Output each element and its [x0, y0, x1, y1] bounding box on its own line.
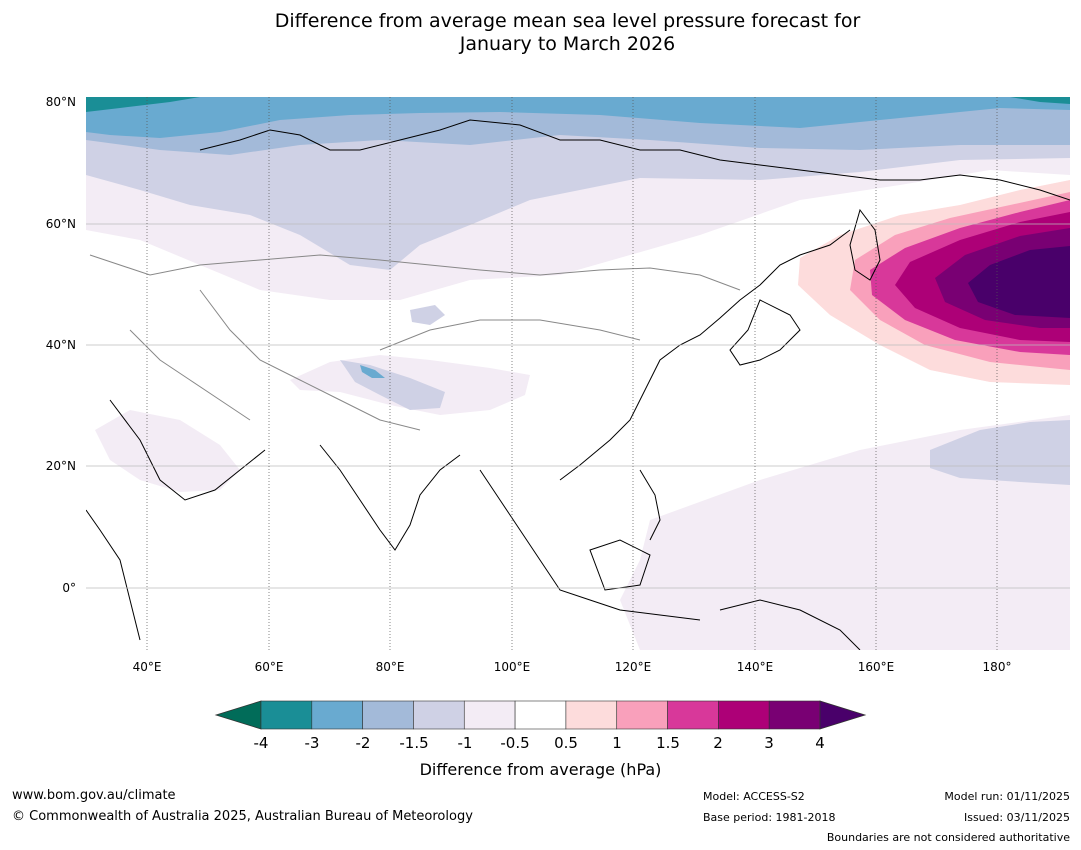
colorbar-under-arrow: [214, 700, 262, 730]
model-run-date: Model run: 01/11/2025: [944, 790, 1070, 803]
coastlines: [86, 119, 1070, 650]
coast-india: [319, 444, 461, 551]
lon-label-100e: 100°E: [493, 660, 531, 674]
coast-arctic: [199, 119, 1070, 201]
coast-kamchatka: [849, 208, 881, 281]
border-central-asia: [199, 289, 421, 431]
issued-date: Issued: 03/11/2025: [963, 811, 1070, 824]
anomaly-area-pos-4: [968, 246, 1070, 318]
colorbar-tick-label: 1: [612, 734, 622, 752]
colorbar-segment: [768, 700, 821, 730]
lon-label-60e: 60°E: [254, 660, 284, 674]
coast-africa: [86, 509, 141, 641]
title-line-1: Difference from average mean sea level p…: [274, 10, 861, 32]
coast-borneo: [589, 539, 651, 591]
lat-label-40n: 40°N: [45, 338, 76, 352]
colorbar-tick-label: -3: [304, 734, 320, 752]
map-plot-area: [86, 97, 1070, 650]
colorbar-segment: [514, 700, 567, 730]
base-period: Base period: 1981-2018: [703, 811, 836, 824]
lat-label-20n: 20°N: [45, 459, 76, 473]
anomaly-area-neg-4: [86, 97, 200, 112]
colorbar-tick-label: 4: [815, 734, 825, 752]
colorbar-segment: [311, 700, 363, 730]
anomaly-area-tibet-core: [360, 365, 385, 378]
anomaly-area-neg-3: [86, 97, 1070, 138]
lon-label-160e: 160°E: [857, 660, 895, 674]
colorbar-tick-label: -0.5: [500, 734, 530, 752]
lat-label-60n: 60°N: [45, 217, 76, 231]
coast-se-asia: [479, 469, 701, 621]
colorbar-segments: [260, 700, 821, 730]
copyright-text: © Commonwealth of Australia 2025, Austra…: [12, 809, 473, 824]
coast-east-asia: [559, 229, 851, 481]
anomaly-area-neg-4b: [1010, 97, 1070, 104]
coast-japan: [729, 299, 801, 366]
colorbar-segment: [362, 700, 414, 730]
coast-newguinea: [719, 599, 861, 650]
website-link[interactable]: www.bom.gov.au/climate: [12, 788, 176, 803]
lon-label-120e: 120°E: [614, 660, 652, 674]
anomaly-area-arabia: [95, 410, 240, 492]
colorbar-title: Difference from average (hPa): [419, 760, 662, 779]
colorbar: [214, 700, 867, 730]
colorbar-tick-label: -1: [457, 734, 473, 752]
colorbar-over-arrow: [819, 700, 867, 730]
colorbar-segment: [667, 700, 719, 730]
colorbar-tick-label: -4: [253, 734, 269, 752]
colorbar-segment: [463, 700, 516, 730]
colorbar-tick-label: 3: [764, 734, 774, 752]
border-middle-east: [129, 329, 251, 421]
lon-gridlines: [146, 97, 998, 650]
colorbar-segment: [413, 700, 465, 730]
colorbar-tick-label: -1.5: [399, 734, 429, 752]
coast-arabia: [109, 399, 266, 501]
anomaly-area-mongolia: [410, 305, 445, 325]
colorbar-segment: [616, 700, 668, 730]
coast-philippines: [639, 469, 661, 541]
lat-gridlines: [86, 223, 1070, 589]
lat-label-80n: 80°N: [45, 95, 76, 109]
model-name: Model: ACCESS-S2: [703, 790, 805, 803]
lon-label-80e: 80°E: [375, 660, 405, 674]
colorbar-segment: [260, 700, 313, 730]
title-line-2: January to March 2026: [459, 33, 676, 55]
colorbar-tick-label: 1.5: [656, 734, 680, 752]
anomaly-area-pacific-inner: [930, 420, 1070, 485]
colorbar-tick-label: -2: [355, 734, 371, 752]
border-china: [379, 319, 641, 351]
colorbar-tick-label: 0.5: [554, 734, 578, 752]
country-borders: [89, 254, 741, 431]
lon-label-140e: 140°E: [736, 660, 774, 674]
lat-label-0: 0°: [62, 581, 76, 595]
boundary-disclaimer: Boundaries are not considered authoritat…: [826, 831, 1070, 844]
lon-label-180: 180°: [982, 660, 1012, 674]
colorbar-segment: [565, 700, 618, 730]
colorbar-segment: [718, 700, 770, 730]
border-russia-south: [89, 254, 741, 291]
lon-label-40e: 40°E: [132, 660, 162, 674]
map-title: Difference from average mean sea level p…: [0, 10, 1081, 56]
colorbar-tick-label: 2: [713, 734, 723, 752]
